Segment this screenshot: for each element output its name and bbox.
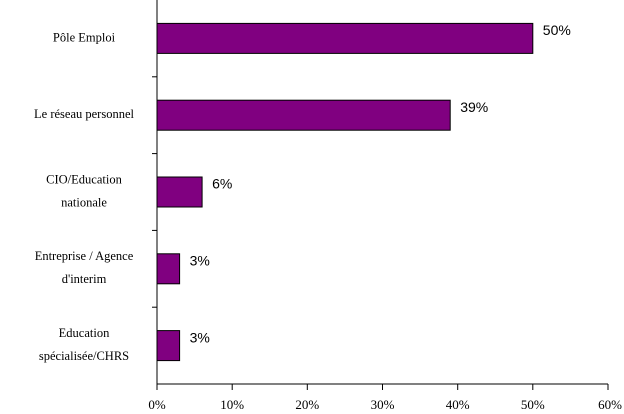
category-label-0: Pôle Emploi: [53, 30, 116, 44]
category-label-line: CIO/Education: [46, 172, 122, 186]
category-label-line: nationale: [61, 195, 107, 209]
x-tick-label-3: 30%: [371, 397, 395, 412]
category-label-2: CIO/Education nationale: [46, 172, 122, 209]
bar-4: [156, 330, 181, 362]
category-label-line: Le réseau personnel: [34, 107, 134, 121]
category-label-line: spécialisée/CHRS: [39, 349, 129, 363]
labels-group: 50% Pôle Emploi 39% Le réseau personnel 6% CI…: [34, 22, 622, 412]
x-tick-label-5: 50%: [521, 397, 545, 412]
category-label-line: Education: [59, 326, 110, 340]
value-label-3: 3%: [190, 253, 210, 269]
axes-group: [152, 0, 609, 390]
bar-2: [156, 176, 203, 208]
bar-1: [156, 99, 451, 131]
category-label-4: Education spécialisée/CHRS: [39, 326, 129, 363]
category-label-line: Entreprise / Agence: [35, 249, 134, 263]
value-label-4: 3%: [190, 329, 210, 345]
bar-3: [156, 253, 181, 285]
x-tick-label-2: 20%: [295, 397, 319, 412]
category-label-1: Le réseau personnel: [34, 107, 134, 121]
category-label-3: Entreprise / Agence d'interim: [35, 249, 134, 286]
value-label-0: 50%: [543, 22, 571, 38]
x-tick-label-1: 10%: [220, 397, 244, 412]
value-label-1: 39%: [460, 99, 488, 115]
value-label-2: 6%: [212, 176, 232, 192]
category-label-line: d'interim: [62, 272, 107, 286]
bar-0: [156, 22, 534, 54]
bars-group: [156, 22, 534, 362]
x-tick-label-6: 60%: [598, 397, 622, 412]
x-tick-label-0: 0%: [148, 397, 166, 412]
x-tick-label-4: 40%: [446, 397, 470, 412]
category-label-line: Pôle Emploi: [53, 30, 116, 44]
